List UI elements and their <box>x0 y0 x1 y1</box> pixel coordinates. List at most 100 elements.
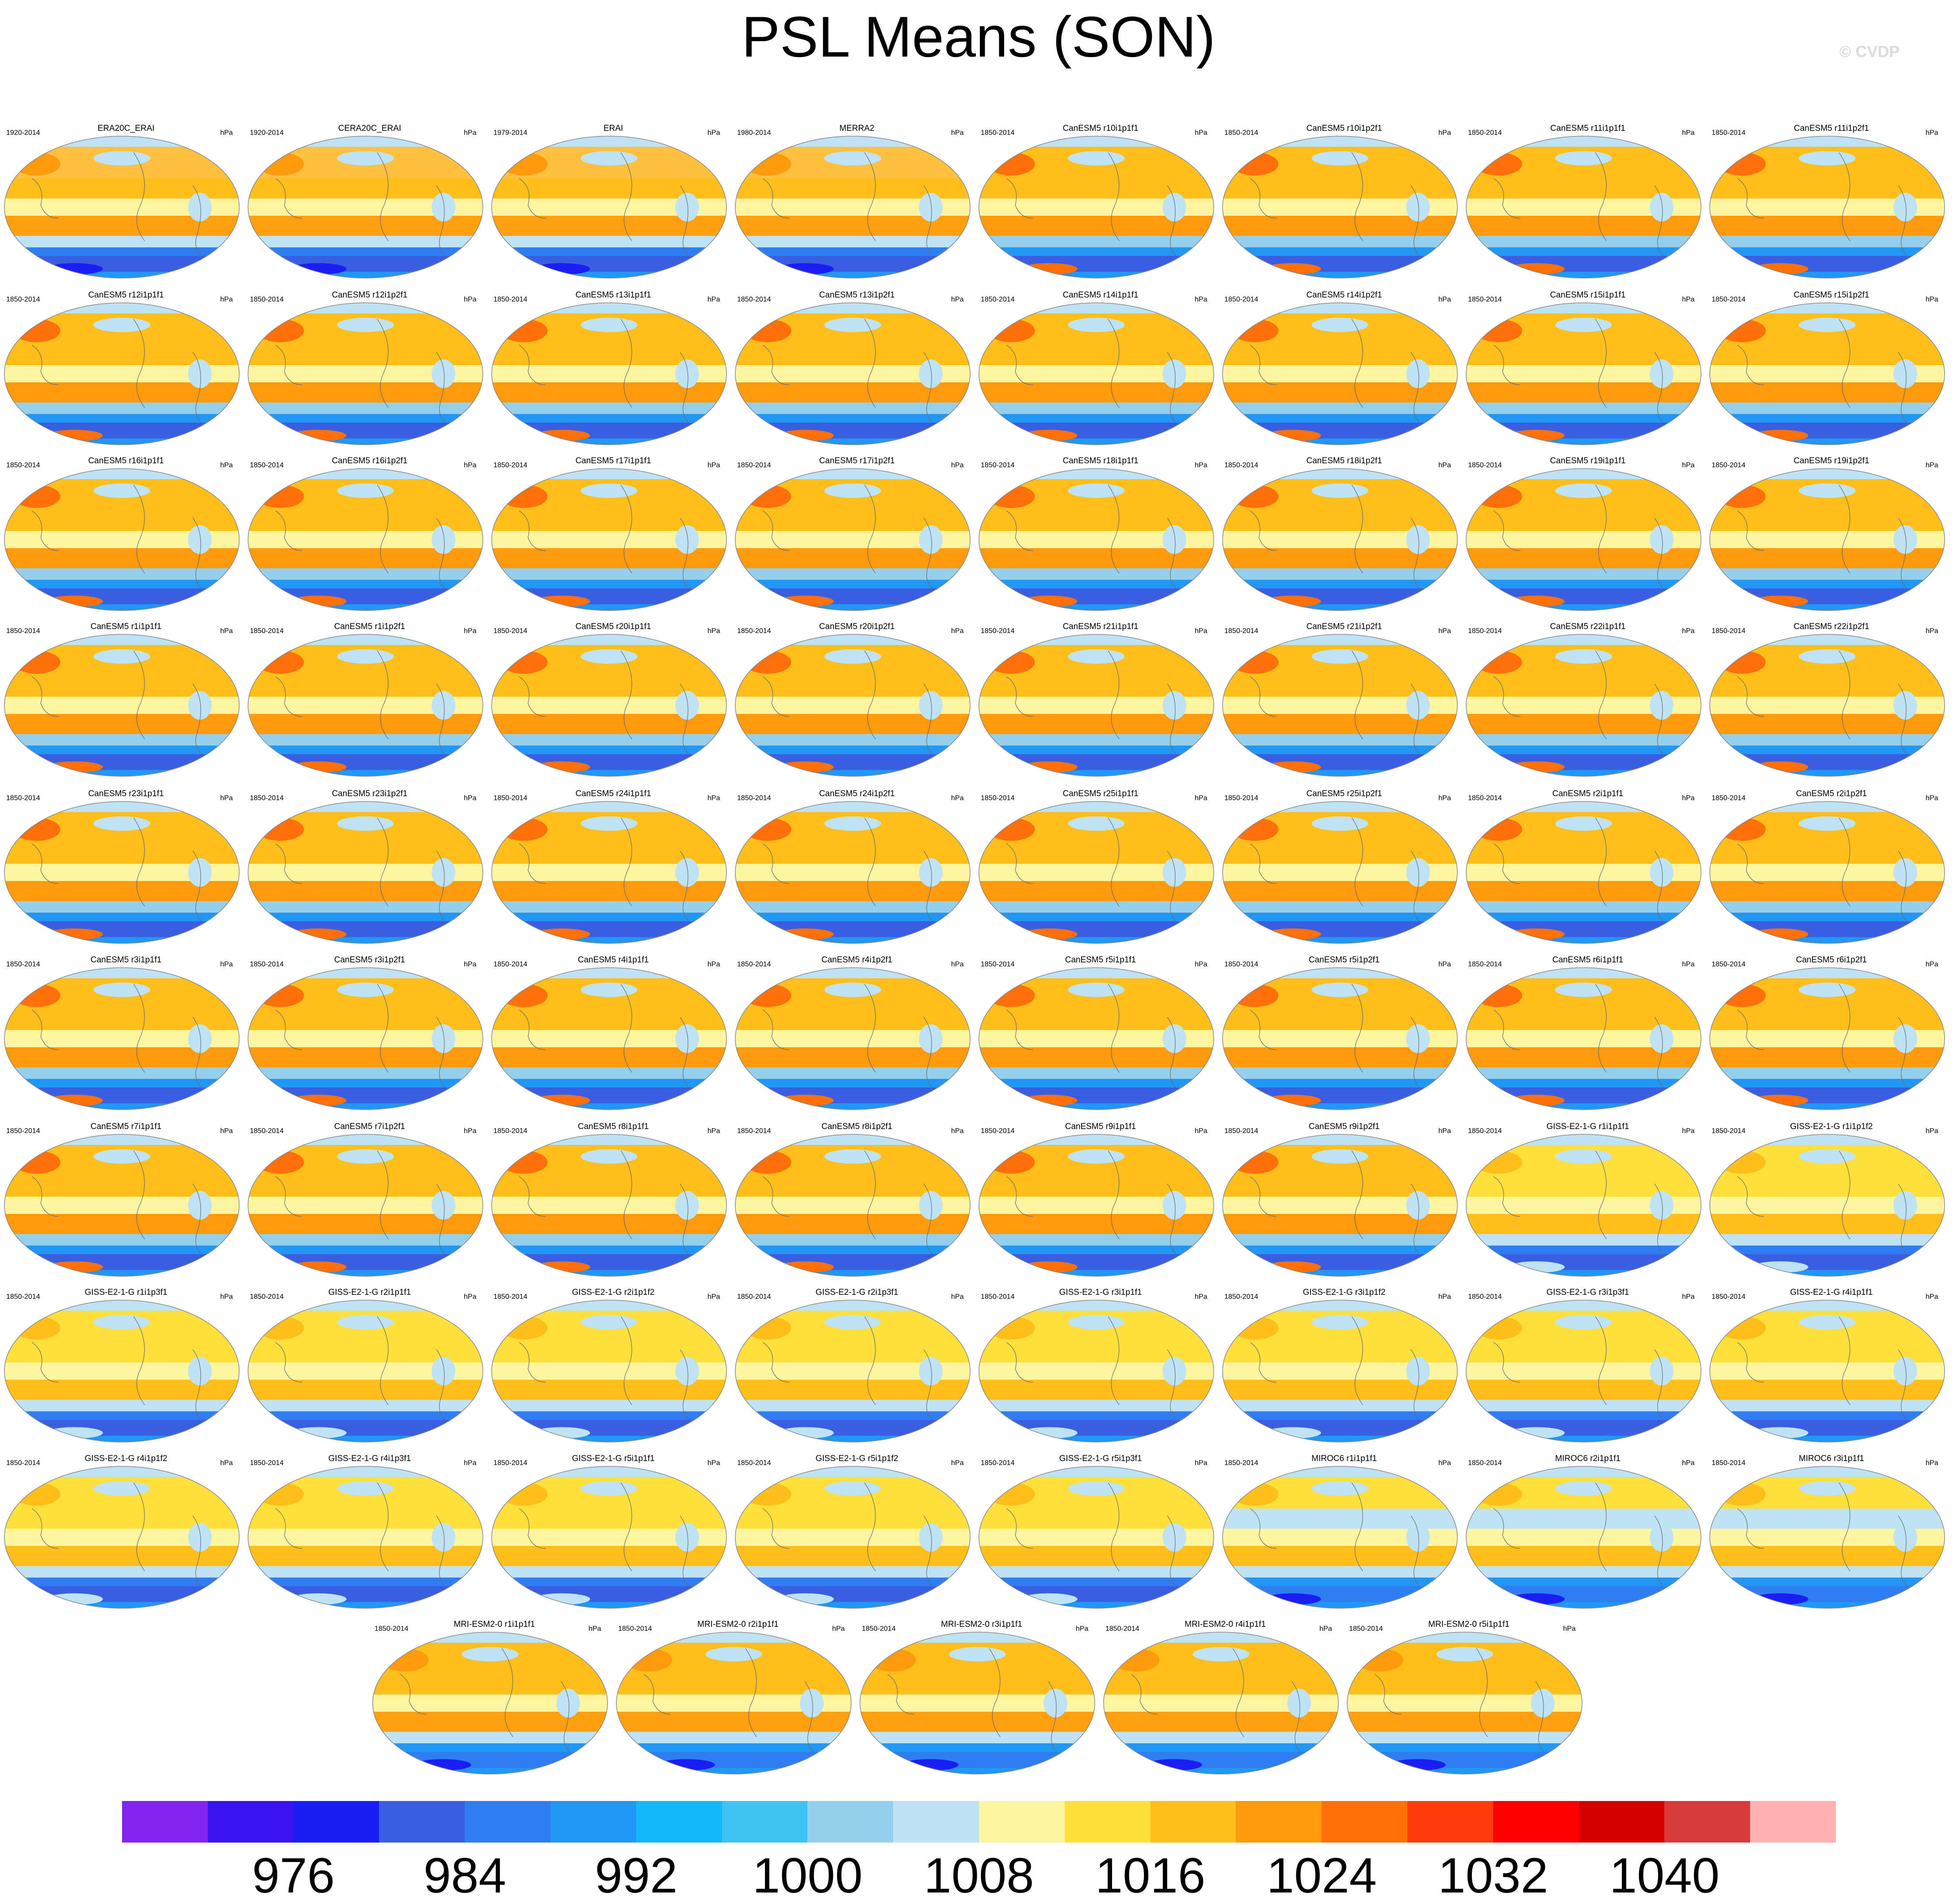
panel-title: CanESM5 r13i1p2f1 <box>819 290 895 300</box>
panel-period: 1850-2014 <box>1468 1459 1502 1467</box>
world-map <box>491 468 727 611</box>
world-map <box>735 1466 971 1609</box>
panel-title: CanESM5 r9i1p2f1 <box>1308 1122 1380 1131</box>
panel-period: 1850-2014 <box>1712 462 1746 469</box>
psl-field <box>1710 801 1945 943</box>
colorbar-box <box>1407 1801 1494 1843</box>
world-map <box>978 302 1214 445</box>
panel-period: 1850-2014 <box>6 296 40 303</box>
panel-period: 1850-2014 <box>1468 1127 1502 1135</box>
panel-units: hPa <box>707 129 720 137</box>
map-panel: 1850-2014 CanESM5 r11i1p2f1 hPa <box>1705 118 1949 281</box>
panel-units: hPa <box>1195 462 1208 469</box>
map-panel: 1850-2014 GISS-E2-1-G r1i1p1f1 hPa <box>1462 1116 1705 1279</box>
colorbar-box <box>722 1801 808 1843</box>
panel-period: 1920-2014 <box>6 129 40 137</box>
colorbar-box <box>1579 1801 1665 1843</box>
panel-period: 1850-2014 <box>250 1459 284 1467</box>
world-map <box>978 1134 1214 1277</box>
page-title: PSL Means (SON) <box>742 4 1215 69</box>
panel-units: hPa <box>707 961 720 968</box>
panel-title: CanESM5 r22i1p2f1 <box>1793 622 1869 631</box>
colorbar-box <box>122 1801 208 1843</box>
world-map <box>978 1300 1214 1442</box>
map-panel: 1850-2014 CanESM5 r12i1p2f1 hPa <box>244 284 487 448</box>
panel-units: hPa <box>464 1127 477 1135</box>
colorbar-box <box>465 1801 551 1843</box>
panel-period: 1850-2014 <box>1468 462 1502 469</box>
map-panel: 1850-2014 CanESM5 r14i1p1f1 hPa <box>975 284 1218 448</box>
panel-period: 1850-2014 <box>375 1625 409 1633</box>
psl-field <box>248 303 483 445</box>
map-panel: 1850-2014 MIROC6 r3i1p1f1 hPa <box>1705 1448 1949 1611</box>
world-map <box>491 1300 727 1442</box>
panel-units: hPa <box>1926 794 1938 802</box>
panel-period: 1850-2014 <box>1712 129 1746 137</box>
colorbar-box <box>1664 1801 1751 1843</box>
panel-title: CanESM5 r23i1p1f1 <box>88 789 164 798</box>
map-panel: 1850-2014 GISS-E2-1-G r2i1p3f1 hPa <box>731 1282 975 1445</box>
panel-title: CanESM5 r24i1p1f1 <box>575 789 651 798</box>
world-map <box>978 801 1214 944</box>
world-map <box>248 136 483 279</box>
panel-period: 1850-2014 <box>6 794 40 802</box>
panel-title: CanESM5 r12i1p2f1 <box>332 290 408 300</box>
psl-field <box>979 634 1214 776</box>
panel-period: 1850-2014 <box>1712 794 1746 802</box>
panel-title: CanESM5 r6i1p2f1 <box>1796 955 1867 965</box>
panel-period: 1850-2014 <box>737 1127 771 1135</box>
panel-title: MRI-ESM2-0 r5i1p1f1 <box>1428 1620 1510 1629</box>
panel-units: hPa <box>951 794 964 802</box>
panel-units: hPa <box>1438 296 1451 303</box>
panel-title: CanESM5 r13i1p1f1 <box>575 290 651 300</box>
colorbar <box>122 1801 1836 1843</box>
world-map <box>248 634 483 777</box>
panel-title: CanESM5 r17i1p2f1 <box>819 456 895 466</box>
world-map <box>1466 1134 1701 1277</box>
panel-title: CERA20C_ERAI <box>338 124 401 133</box>
map-panel: 1850-2014 GISS-E2-1-G r2i1p1f2 hPa <box>487 1282 731 1445</box>
panel-units: hPa <box>220 627 233 635</box>
panel-units: hPa <box>1076 1625 1089 1633</box>
panel-period: 1850-2014 <box>1712 296 1746 303</box>
world-map <box>1709 1134 1945 1277</box>
panel-units: hPa <box>220 961 233 968</box>
colorbar-box <box>1236 1801 1322 1843</box>
panel-units: hPa <box>220 794 233 802</box>
psl-field <box>1223 1300 1457 1442</box>
map-panel: 1850-2014 CanESM5 r24i1p2f1 hPa <box>731 783 975 946</box>
panel-units: hPa <box>464 1459 477 1467</box>
panel-units: hPa <box>220 1127 233 1135</box>
panel-units: hPa <box>464 794 477 802</box>
world-map <box>4 967 240 1110</box>
map-panel: 1850-2014 CanESM5 r23i1p1f1 hPa <box>0 783 244 946</box>
panel-title: CanESM5 r20i1p2f1 <box>819 622 895 631</box>
panel-period: 1850-2014 <box>981 462 1015 469</box>
world-map <box>491 1134 727 1277</box>
colorbar-box <box>207 1801 294 1843</box>
panel-units: hPa <box>1682 794 1695 802</box>
map-panel: 1850-2014 GISS-E2-1-G r4i1p1f1 hPa <box>1705 1282 1949 1445</box>
map-panel: 1850-2014 CanESM5 r13i1p2f1 hPa <box>731 284 975 448</box>
world-map <box>248 1134 483 1277</box>
panel-units: hPa <box>1319 1625 1332 1633</box>
map-panel: 1850-2014 CanESM5 r4i1p2f1 hPa <box>731 949 975 1113</box>
panel-title: CanESM5 r19i1p1f1 <box>1550 456 1626 466</box>
panel-title: CanESM5 r6i1p1f1 <box>1552 955 1624 965</box>
panel-period: 1850-2014 <box>1712 627 1746 635</box>
panel-title: CanESM5 r12i1p1f1 <box>88 290 164 300</box>
panel-title: CanESM5 r3i1p1f1 <box>90 955 162 965</box>
panel-units: hPa <box>707 1293 720 1301</box>
map-panel: 1850-2014 GISS-E2-1-G r5i1p3f1 hPa <box>975 1448 1218 1611</box>
panel-period: 1850-2014 <box>981 1293 1015 1301</box>
panel-title: CanESM5 r11i1p1f1 <box>1550 124 1625 133</box>
panel-units: hPa <box>1195 627 1208 635</box>
panel-title: CanESM5 r20i1p1f1 <box>575 622 651 631</box>
colorbar-box <box>1493 1801 1579 1843</box>
colorbar-tick-label: 1000 <box>752 1848 863 1903</box>
colorbar-tick-label: 1008 <box>924 1848 1034 1903</box>
psl-field <box>616 1632 851 1774</box>
panel-title: CanESM5 r9i1p1f1 <box>1065 1122 1136 1131</box>
panel-period: 1850-2014 <box>737 794 771 802</box>
